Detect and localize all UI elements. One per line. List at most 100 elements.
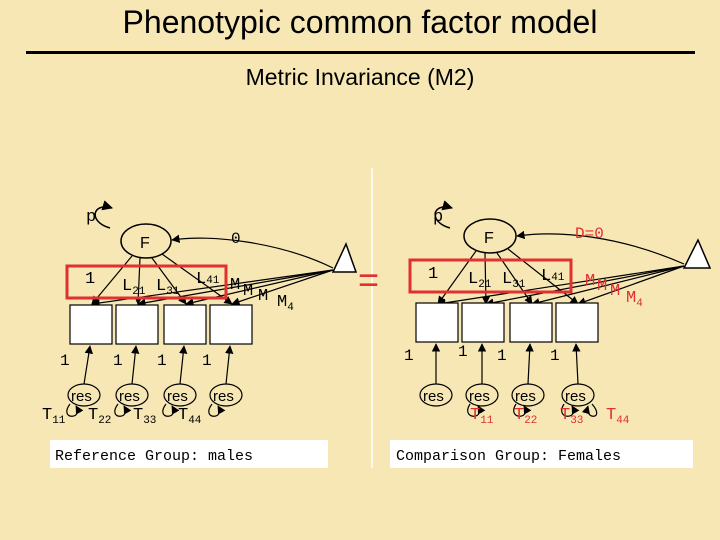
right-intercept-label-1: M: [585, 272, 595, 291]
left-residual-variance-1: T11: [42, 406, 66, 427]
left-residual-variance-3: T33: [133, 406, 156, 427]
left-residual-arrow-3: [179, 345, 188, 385]
right-loading-label-3: L41: [541, 267, 565, 286]
left-first-loading: 1: [85, 270, 95, 289]
right-observed-box-3: [509, 302, 553, 343]
left-factor-label: F: [140, 235, 150, 252]
left-observed-box-1: [69, 304, 113, 345]
left-residual-loop-2: [114, 403, 132, 417]
right-residual-circle-1: [419, 383, 453, 407]
left-factor-variance-label: p: [86, 208, 96, 227]
right-intercept-arrow-4: [577, 265, 685, 306]
right-residual-arrow-4: [572, 343, 581, 385]
right-residual-variance-4: T44: [606, 406, 630, 427]
right-factor-circle: [463, 218, 517, 254]
right-factor-variance-loop: [434, 200, 454, 229]
left-factor-mean-arrow: [171, 234, 334, 269]
right-observed-box-1: [415, 302, 459, 343]
left-intercept-label-2: M: [243, 282, 253, 301]
left-residual-arrow-4: [225, 345, 234, 385]
right-caption-box: [390, 440, 693, 468]
right-loading-arrow-4: [507, 248, 579, 305]
left-observed-box-2: [115, 304, 159, 345]
right-first-loading: 1: [428, 265, 438, 284]
right-factor-label: F: [484, 230, 494, 247]
left-residual-variance-2: T22: [88, 406, 111, 427]
left-residual-variance-4: T44: [178, 406, 202, 427]
right-intercept-arrow-3: [531, 265, 685, 307]
left-intercept-label-4: M4: [277, 293, 294, 314]
right-residual-variance-1: T11: [470, 406, 494, 427]
right-intercept-label-3: M: [610, 282, 620, 301]
left-residual-circle-1: [67, 383, 101, 407]
page-subtitle: Metric Invariance (M2): [245, 64, 475, 90]
left-residual-loop-4: [208, 403, 226, 417]
right-residual-loop-3: [561, 403, 580, 417]
right-factor-variance-label: p: [433, 208, 443, 227]
left-residual-circle-3: [163, 383, 197, 407]
left-caption: Reference Group: males: [55, 448, 253, 465]
right-residual-loop-1: [467, 403, 486, 417]
right-residual-label-4: res: [565, 388, 586, 405]
left-residual-circle-2: [115, 383, 149, 407]
right-intercept-label-2: M: [597, 277, 607, 296]
page-title: Phenotypic common factor model: [122, 4, 598, 40]
left-caption-box: [50, 440, 328, 468]
right-intercept-arrow-1: [437, 265, 685, 307]
right-observed-box-2: [461, 302, 505, 343]
right-intercept-label-4: M4: [626, 289, 643, 310]
right-mean-triangle: [682, 238, 712, 269]
left-loading-label-1: L21: [122, 277, 146, 298]
left-loading-label-3: L41: [196, 270, 220, 289]
left-intercept-label-3: M: [258, 287, 268, 306]
right-residual-loop-4: [581, 403, 598, 417]
left-residual-label-1: res: [71, 388, 92, 405]
right-residual-path-1: 1: [404, 347, 414, 365]
left-model: p F 0 1 L21 L31 L41 M M M M4: [42, 200, 358, 468]
left-residual-path-3: 1: [157, 352, 167, 370]
left-residual-loop-1: [66, 403, 84, 417]
left-residual-label-2: res: [119, 388, 140, 405]
right-residual-arrow-3: [525, 343, 534, 385]
right-loading-label-1: L21: [468, 270, 492, 291]
right-residual-path-3: 1: [497, 347, 507, 365]
left-residual-label-3: res: [167, 388, 188, 405]
right-residual-loop-2: [513, 403, 532, 417]
right-observed-box-4: [555, 302, 599, 343]
left-loading-arrow-1: [91, 255, 133, 305]
left-residual-arrow-2: [131, 345, 140, 385]
left-residual-loop-3: [162, 403, 180, 417]
right-residual-label-2: res: [469, 388, 490, 405]
left-intercept-arrow-4: [231, 269, 334, 306]
right-loading-highlight: [408, 258, 573, 294]
left-mean-triangle: [331, 242, 358, 273]
left-observed-box-3: [163, 304, 207, 345]
left-residual-label-4: res: [213, 388, 234, 405]
right-residual-variance-2: T22: [514, 406, 537, 427]
left-loading-highlight: [65, 264, 228, 300]
right-intercept-arrow-2: [485, 265, 685, 307]
right-factor-mean-arrow: [516, 230, 685, 265]
left-residual-circle-4: [209, 383, 243, 407]
equals-sign: =: [358, 259, 379, 300]
right-residual-variance-3: T33: [560, 406, 583, 427]
left-loading-arrow-4: [161, 253, 233, 305]
right-residual-path-2: 1: [458, 343, 468, 361]
right-residual-path-4: 1: [550, 347, 560, 365]
left-residual-arrow-1: [83, 345, 93, 385]
right-model: p F D=0 1 L21 L31 L41 M M M M4 1 1 1: [390, 200, 712, 468]
left-residual-path-4: 1: [202, 352, 212, 370]
left-loading-label-2: L31: [156, 277, 180, 298]
left-residual-path-1: 1: [60, 352, 70, 370]
right-residual-label-3: res: [515, 388, 536, 405]
title-divider: [26, 51, 695, 54]
right-caption: Comparison Group: Females: [396, 448, 621, 465]
right-residual-label-1: res: [423, 388, 444, 405]
right-mean-label: D=0: [575, 225, 604, 243]
right-loading-label-2: L31: [502, 270, 526, 291]
left-intercept-label-1: M: [230, 276, 240, 295]
left-residual-path-2: 1: [113, 352, 123, 370]
left-factor-circle: [120, 223, 172, 259]
left-observed-box-4: [209, 304, 253, 345]
